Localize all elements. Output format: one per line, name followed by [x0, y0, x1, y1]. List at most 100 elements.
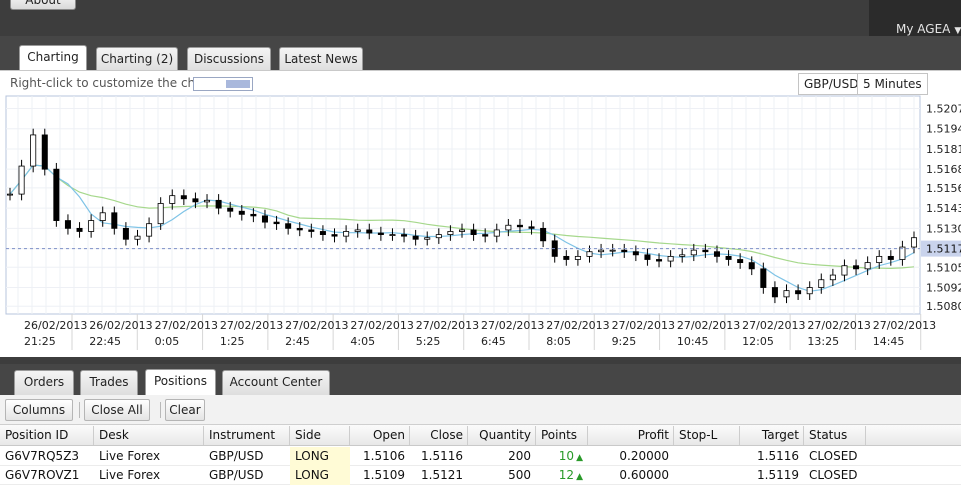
candle-body: [690, 249, 697, 256]
candle-body: [621, 249, 628, 253]
candle-body: [6, 193, 14, 196]
candle-body: [887, 255, 894, 260]
candle-body: [215, 199, 222, 209]
col-status[interactable]: Status: [804, 426, 866, 445]
status-cell: CLOSED: [809, 449, 858, 463]
candle-body: [157, 203, 164, 225]
candle-body: [725, 255, 732, 260]
candle-body: [771, 287, 778, 298]
x-tick-label: 26/02/2013: [24, 319, 87, 332]
my-agea-label: My AGEA: [896, 22, 951, 36]
y-tick-label: 1.5168: [926, 163, 961, 176]
candle-body: [366, 229, 373, 234]
x-tick-label: 27/02/2013: [873, 319, 936, 332]
candle-body: [679, 254, 686, 257]
col-open[interactable]: Open: [350, 426, 410, 445]
candle-body: [146, 223, 153, 237]
x-tick-label: 9:25: [612, 335, 637, 348]
candle-body: [458, 229, 466, 232]
col-points[interactable]: Points: [536, 426, 588, 445]
my-agea-menu[interactable]: My AGEA ▼: [896, 22, 961, 36]
x-tick-label: 6:45: [481, 335, 506, 348]
x-tick-label: 27/02/2013: [546, 319, 609, 332]
desk-cell: Live Forex: [99, 468, 161, 482]
candle-body: [76, 227, 83, 232]
tab-charting-2[interactable]: Charting (2): [96, 47, 178, 71]
chart-customize-hint: Right-click to customize the chart: [10, 76, 213, 90]
col-side[interactable]: Side: [290, 426, 350, 445]
points-cell: 12 ▲: [536, 466, 588, 485]
x-tick-label: 12:05: [742, 335, 774, 348]
table-row[interactable]: G6V7RQ5Z3 Live Forex GBP/USD LONG 1.5106…: [0, 447, 961, 466]
col-stop-loss[interactable]: Stop-L: [674, 426, 740, 445]
col-close[interactable]: Close: [410, 426, 468, 445]
col-target[interactable]: Target: [740, 426, 804, 445]
candle-body: [528, 226, 535, 229]
candle-body: [563, 255, 570, 260]
candle-body: [192, 198, 199, 203]
candle-body: [250, 213, 257, 217]
candle-body: [412, 235, 419, 240]
clear-button[interactable]: Clear: [165, 399, 205, 421]
candle-body: [180, 195, 187, 200]
candle-body: [296, 227, 303, 231]
open-cell: 1.5109: [363, 468, 405, 482]
candle-body: [876, 255, 883, 264]
about-button[interactable]: About: [10, 0, 76, 10]
chart-scroll-slider[interactable]: [193, 77, 253, 91]
candle-body: [829, 274, 836, 281]
tab-charting[interactable]: Charting: [19, 45, 87, 71]
tab-account-center[interactable]: Account Center: [222, 370, 330, 395]
columns-button[interactable]: Columns: [5, 399, 73, 421]
tab-trades[interactable]: Trades: [80, 370, 138, 395]
candle-body: [389, 234, 396, 236]
tab-discussions[interactable]: Discussions: [187, 47, 271, 71]
target-cell: 1.5116: [757, 449, 799, 463]
x-tick-label: 27/02/2013: [155, 319, 218, 332]
instrument-cell: GBP/USD: [209, 449, 264, 463]
candle-body: [783, 290, 790, 298]
x-tick-label: 22:45: [89, 335, 121, 348]
candle-body: [18, 165, 25, 195]
candle-body: [609, 249, 616, 252]
close-all-button[interactable]: Close All: [84, 399, 150, 421]
profit-cell: 0.20000: [619, 449, 669, 463]
slider-thumb[interactable]: [226, 80, 250, 88]
candle-body: [308, 229, 315, 232]
col-position-id[interactable]: Position ID: [0, 426, 94, 445]
position-id-cell: G6V7ROVZ1: [5, 468, 80, 482]
col-profit[interactable]: Profit: [588, 426, 674, 445]
close-cell: 1.5121: [421, 468, 463, 482]
top-bar: About My AGEA ▼: [0, 0, 961, 36]
x-tick-label: 27/02/2013: [807, 319, 870, 332]
y-tick-label: 1.5105: [926, 261, 961, 274]
candle-body: [795, 290, 802, 295]
desk-cell: Live Forex: [99, 449, 161, 463]
y-tick-label: 1.5156: [926, 182, 961, 195]
timeframe-selector[interactable]: 5 Minutes: [857, 73, 928, 95]
tab-latest-news[interactable]: Latest News: [279, 47, 363, 71]
symbol-selector[interactable]: GBP/USD: [798, 73, 865, 95]
candle-body: [574, 255, 581, 260]
chart-panel[interactable]: 1.5207 1.5194 1.5181 1.5168 1.5156 1.5143 1.51…: [0, 70, 961, 357]
status-cell: CLOSED: [809, 468, 858, 482]
col-quantity[interactable]: Quantity: [468, 426, 536, 445]
x-tick-label: 5:25: [416, 335, 441, 348]
candle-body: [99, 212, 106, 221]
x-tick-label: 14:45: [873, 335, 905, 348]
col-instrument[interactable]: Instrument: [204, 426, 290, 445]
tab-positions[interactable]: Positions: [145, 369, 216, 395]
open-cell: 1.5106: [363, 449, 405, 463]
candle-body: [644, 254, 651, 260]
chevron-down-icon: ▼: [954, 26, 961, 36]
price-chart[interactable]: 1.5207 1.5194 1.5181 1.5168 1.5156 1.5143 1.51…: [0, 71, 961, 358]
col-desk[interactable]: Desk: [94, 426, 204, 445]
tab-orders[interactable]: Orders: [14, 370, 74, 395]
candle-body: [111, 212, 118, 229]
x-tick-label: 4:05: [350, 335, 375, 348]
candle-body: [818, 279, 825, 288]
position-id-cell: G6V7RQ5Z3: [5, 449, 80, 463]
points-value: 12: [558, 468, 575, 482]
points-value: 10: [558, 449, 575, 463]
table-row[interactable]: G6V7ROVZ1 Live Forex GBP/USD LONG 1.5109…: [0, 466, 961, 485]
